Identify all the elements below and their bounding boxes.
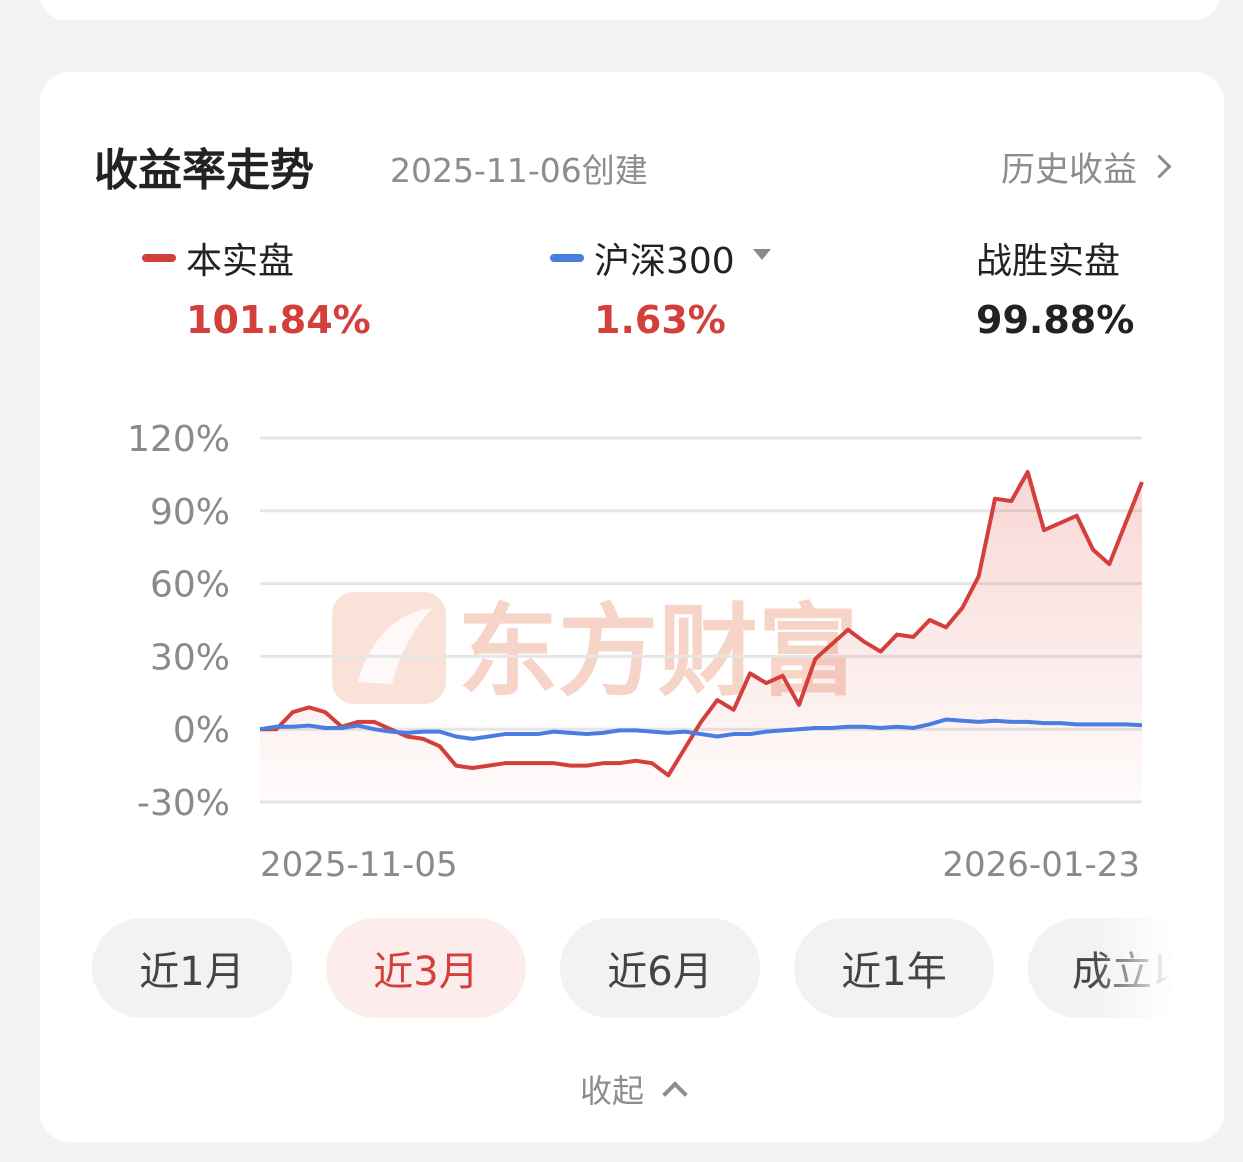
- legend-beat-value: 99.88%: [976, 298, 1135, 342]
- y-tick-label: 60%: [150, 565, 230, 606]
- portfolio-area-fill: [260, 471, 1142, 802]
- collapse-label: 收起: [579, 1072, 644, 1110]
- period-button-1m[interactable]: 近1月: [92, 918, 292, 1018]
- previous-card: [40, 0, 1220, 20]
- x-tick-label-start: 2025-11-05: [260, 845, 458, 885]
- legend-benchmark-value: 1.63%: [594, 298, 726, 342]
- history-returns-label: 历史收益: [1001, 150, 1137, 190]
- history-returns-link[interactable]: 历史收益: [1001, 142, 1172, 191]
- collapse-button[interactable]: 收起: [40, 1066, 1224, 1112]
- watermark-text: 东方财富: [458, 593, 858, 710]
- legend-benchmark-name: 沪深300: [594, 241, 735, 282]
- period-button-3m[interactable]: 近3月: [326, 918, 526, 1018]
- logo-leaf-shape: [358, 608, 432, 684]
- yield-line-chart: 东方财富 120% 90% 60% 30% 0% -30% 2025-11-05 2026…: [127, 419, 1144, 885]
- y-tick-label: 30%: [150, 637, 230, 678]
- scroll-fade: [1092, 918, 1172, 1018]
- period-button-1y[interactable]: 近1年: [794, 918, 994, 1018]
- benchmark-series-line: [259, 717, 1143, 741]
- legend-beat-name: 战胜实盘: [976, 241, 1121, 282]
- legend-beat: 战胜实盘 99.88%: [976, 232, 1134, 342]
- portfolio-series-line: [260, 469, 1144, 778]
- dropdown-triangle-icon[interactable]: [752, 248, 771, 260]
- legend-portfolio: 本实盘 101.84%: [142, 232, 371, 342]
- blue-line-swatch-icon: [550, 254, 584, 262]
- red-line-swatch-icon: [142, 254, 176, 262]
- legend-portfolio-name: 本实盘: [186, 241, 295, 282]
- created-date: 2025-11-06创建: [390, 151, 648, 190]
- y-tick-label: 90%: [150, 492, 230, 533]
- yield-trend-card: 收益率走势 2025-11-06创建 历史收益 本实盘 101.84% 沪深30…: [40, 72, 1224, 1142]
- period-button-6m[interactable]: 近6月: [560, 918, 760, 1018]
- chevron-up-icon: [662, 1081, 688, 1107]
- period-selector: 近1月 近3月 近6月 近1年 成立以来: [92, 918, 1172, 1018]
- section-title: 收益率走势: [94, 145, 314, 196]
- legend-portfolio-value: 101.84%: [186, 298, 371, 342]
- y-tick-label: 0%: [173, 710, 230, 751]
- y-tick-label: 120%: [127, 419, 230, 460]
- legend-benchmark[interactable]: 沪深300 1.63%: [550, 232, 771, 342]
- x-tick-label-end: 2026-01-23: [942, 845, 1140, 885]
- y-tick-label: -30%: [137, 783, 230, 824]
